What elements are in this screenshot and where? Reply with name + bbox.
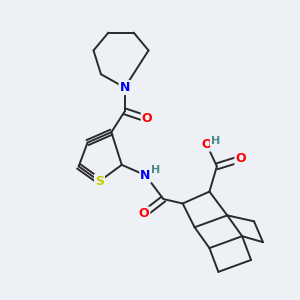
Text: N: N: [119, 81, 130, 94]
Text: O: O: [201, 138, 212, 151]
Text: N: N: [140, 169, 151, 182]
Text: S: S: [95, 175, 104, 188]
Text: O: O: [142, 112, 152, 125]
Text: O: O: [235, 152, 246, 165]
Text: O: O: [139, 207, 149, 220]
Text: H: H: [151, 165, 160, 175]
Text: H: H: [211, 136, 220, 146]
